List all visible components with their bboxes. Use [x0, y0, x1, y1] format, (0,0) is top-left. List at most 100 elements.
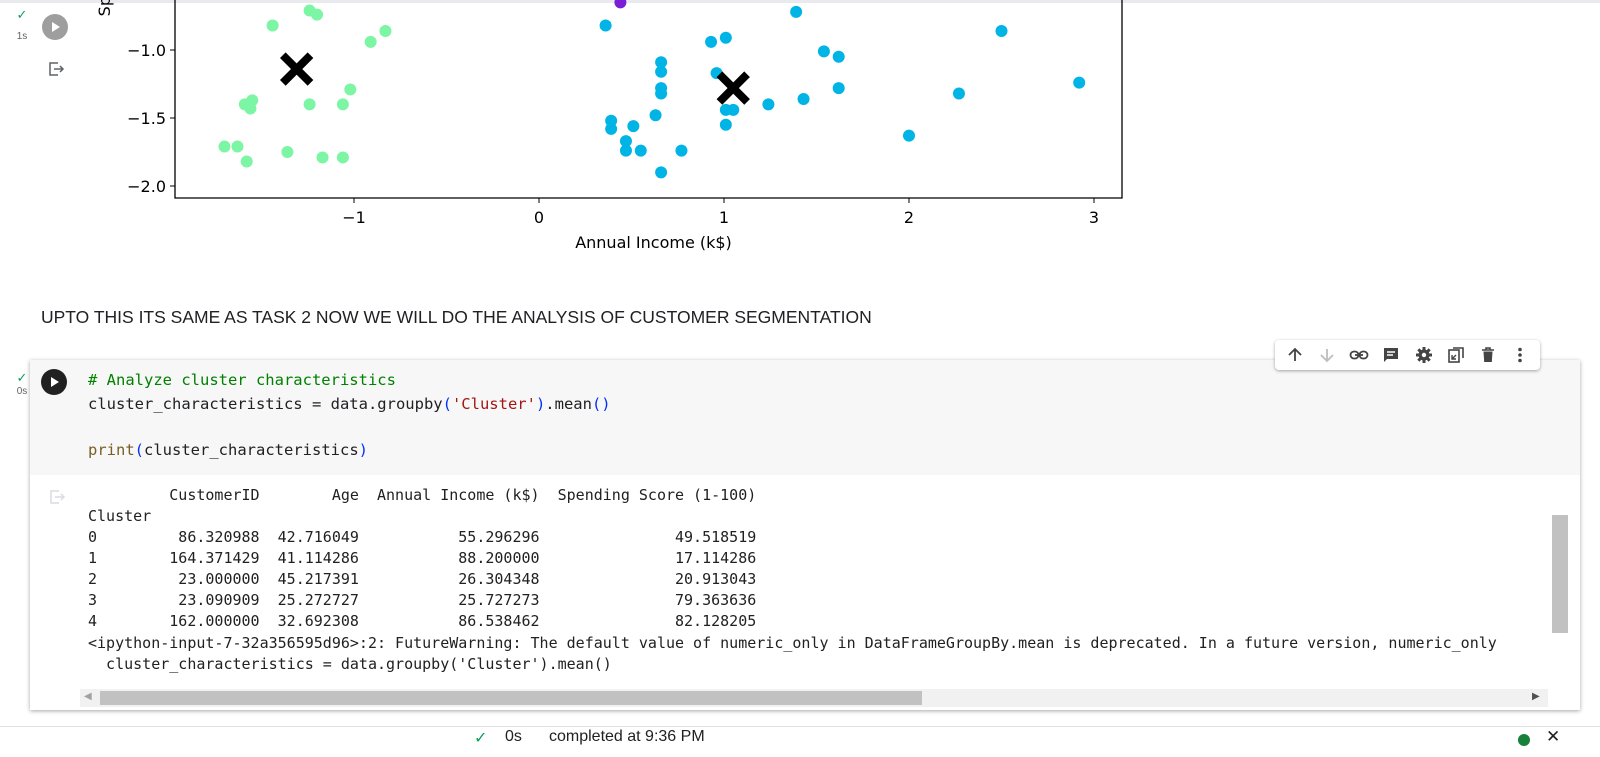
horizontal-scrollbar-thumb[interactable]	[100, 691, 922, 705]
cluster-point-blue	[655, 56, 668, 69]
status-check-icon: ✓	[474, 730, 488, 747]
top-cell-output-icon[interactable]	[47, 60, 65, 83]
cluster-point-purple	[614, 0, 627, 9]
cluster-point-blue	[655, 87, 668, 100]
output-icon	[50, 490, 66, 504]
cluster-point-blue	[727, 103, 740, 116]
cluster-point-blue	[634, 144, 647, 157]
output-line: Cluster	[88, 507, 152, 525]
code-paren: )	[535, 395, 546, 413]
cluster-point-blue	[1073, 76, 1086, 89]
status-connected-dot	[1518, 734, 1530, 746]
output-line: 0 86.320988 42.716049 55.296296 49.51851…	[88, 528, 757, 546]
code-assign: cluster_characteristics = data.groupby	[88, 395, 443, 413]
x-tick-label: 2	[904, 208, 914, 227]
cluster-point-blue	[599, 19, 612, 32]
cluster-point-blue	[817, 45, 830, 58]
cluster-point-blue	[719, 31, 732, 44]
cluster-point-green	[344, 83, 357, 96]
code-paren: (	[442, 395, 452, 413]
copy-link-button[interactable]	[1346, 342, 1372, 368]
top-cell-exec-time: 1s	[16, 31, 28, 42]
code-string: 'Cluster'	[451, 395, 536, 413]
arrow-down-icon	[1320, 349, 1334, 363]
output-line: CustomerID Age Annual Income (k$) Spendi…	[88, 486, 757, 504]
code-paren: (	[134, 441, 145, 459]
cluster-point-blue	[762, 98, 775, 111]
cluster-point-blue	[995, 24, 1008, 37]
code-editor[interactable]: # Analyze cluster characteristics cluste…	[30, 360, 1580, 475]
scatter-plot: −1 0 1 2 3 −1.0 −1.5 −2.0 Annual Income (k$) Sp	[95, 0, 1123, 252]
code-cell-exec-time: 0s	[16, 386, 28, 397]
x-tick-label: 1	[719, 208, 729, 227]
x-tick-label: −1	[342, 208, 366, 227]
top-border	[0, 0, 1600, 3]
more-vert-icon	[1518, 347, 1522, 363]
cluster-point-blue	[649, 109, 662, 122]
scroll-right-arrow-icon[interactable]: ▶	[1532, 691, 1540, 702]
top-cell-status-check: ✓	[16, 7, 28, 22]
output-line: 2 23.000000 45.217391 26.304348 20.91304…	[88, 570, 757, 588]
output-warning-line: <ipython-input-7-32a356595d96>:2: Future…	[88, 634, 1497, 652]
cluster-point-green	[336, 98, 349, 111]
output-line: 3 23.090909 25.272727 25.727273 79.36363…	[88, 591, 757, 609]
centroid-marker	[716, 71, 750, 105]
comment-icon	[1384, 348, 1399, 362]
scroll-left-arrow-icon[interactable]: ◀	[84, 691, 92, 702]
plot-frame	[174, 0, 1123, 199]
run-icon	[52, 22, 60, 32]
cluster-point-green	[379, 24, 392, 37]
cluster-point-blue	[832, 82, 845, 95]
cluster-point-green	[238, 98, 251, 111]
code-paren: )	[358, 441, 368, 459]
comment-button[interactable]	[1378, 342, 1404, 368]
arrow-up-icon	[1288, 347, 1302, 361]
cluster-point-green	[266, 19, 279, 32]
markdown-text: UPTO THIS ITS SAME AS TASK 2 NOW WE WILL…	[41, 307, 872, 327]
code-method: .mean	[545, 395, 592, 413]
settings-button[interactable]	[1411, 342, 1437, 368]
top-cell-run-button[interactable]	[42, 14, 68, 40]
output-menu-button[interactable]	[48, 488, 66, 511]
cluster-point-blue	[605, 122, 618, 135]
code-line-4: print(cluster_characteristics)	[88, 441, 368, 459]
status-close-icon[interactable]: ✕	[1546, 727, 1561, 746]
y-axis-label: Sp	[95, 0, 114, 16]
cluster-point-blue	[719, 118, 732, 131]
cluster-point-green	[311, 8, 323, 21]
cluster-point-green	[336, 151, 349, 164]
link-icon	[1349, 350, 1369, 360]
cluster-point-blue	[627, 120, 640, 133]
code-line-2: cluster_characteristics = data.groupby('…	[88, 395, 611, 413]
cluster-point-blue	[655, 166, 668, 179]
cluster-point-green	[281, 146, 294, 158]
y-tick-label: −1.0	[127, 41, 166, 60]
centroid-marker	[279, 52, 314, 86]
status-message: completed at 9:36 PM	[549, 728, 705, 745]
output-warning-code-line: cluster_characteristics = data.groupby('…	[88, 655, 612, 673]
run-icon	[51, 377, 59, 387]
move-up-button[interactable]	[1282, 342, 1308, 368]
status-bar	[0, 726, 1600, 757]
code-print: print	[88, 441, 135, 459]
code-line-1: # Analyze cluster characteristics	[88, 371, 396, 389]
delete-cell-button[interactable]	[1475, 342, 1501, 368]
mirror-cell-button[interactable]	[1443, 342, 1469, 368]
cluster-point-blue	[832, 50, 845, 63]
more-options-button[interactable]	[1507, 342, 1533, 368]
cluster-point-blue	[952, 87, 965, 100]
move-down-button[interactable]	[1314, 342, 1340, 368]
cluster-point-blue	[903, 129, 915, 142]
x-tick-label: 3	[1089, 208, 1099, 227]
output-icon	[49, 62, 65, 76]
gear-icon	[1415, 347, 1432, 363]
status-exec-time: 0s	[505, 728, 522, 745]
cluster-point-green	[218, 140, 231, 153]
cell-toolbar	[1275, 340, 1540, 370]
y-tick-label: −1.5	[127, 109, 166, 128]
output-line: 4 162.000000 32.692308 86.538462 82.1282…	[88, 612, 757, 630]
vertical-scrollbar-thumb[interactable]	[1552, 515, 1568, 633]
cluster-point-blue	[797, 92, 810, 105]
code-cell-run-button[interactable]	[41, 369, 67, 395]
y-tick-label: −2.0	[127, 177, 166, 196]
